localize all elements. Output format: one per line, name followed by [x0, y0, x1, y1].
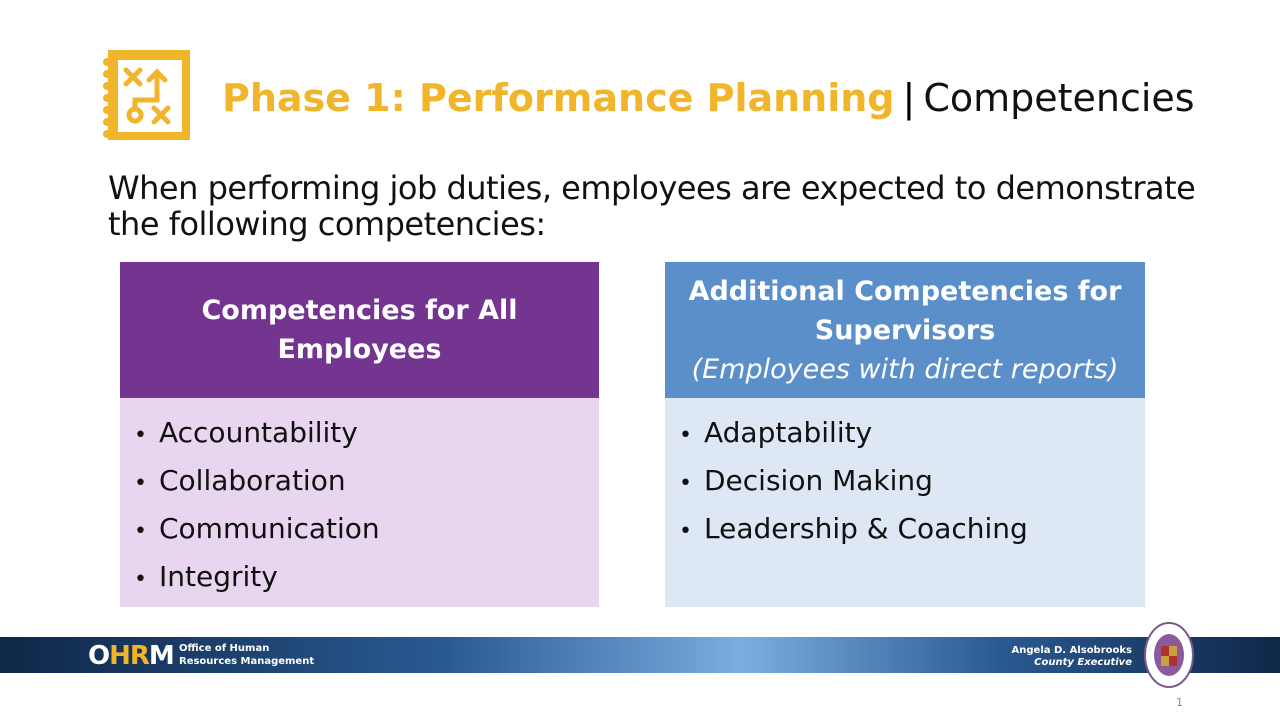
all-employees-title: Competencies for All Employees — [201, 295, 518, 365]
footer-banner — [0, 637, 1280, 673]
ohrm-logo: OHRM — [88, 641, 175, 671]
intro-text: When performing job duties, employees ar… — [108, 169, 1196, 243]
org-line2: Resources Management — [179, 656, 315, 667]
strategy-plan-icon — [103, 50, 190, 140]
list-item: Leadership & Coaching — [679, 506, 1145, 554]
county-executive: Angela D. Alsobrooks County Executive — [1012, 645, 1132, 669]
supervisors-title: Additional Competencies for Supervisors — [688, 275, 1122, 346]
org-line1: Office of Human — [179, 643, 270, 654]
supervisors-subtitle: (Employees with direct reports) — [691, 353, 1119, 385]
list-item: Accountability — [134, 410, 599, 458]
all-employees-list: Accountability Collaboration Communicati… — [120, 410, 599, 602]
title-rest: Competencies — [923, 76, 1195, 120]
supervisors-list-area: Adaptability Decision Making Leadership … — [665, 398, 1145, 607]
list-item: Adaptability — [679, 410, 1145, 458]
all-employees-box: Competencies for All Employees Accountab… — [120, 262, 599, 607]
page-number: 1 — [1176, 696, 1183, 709]
exec-title: County Executive — [1034, 657, 1132, 668]
supervisors-box: Additional Competencies for Supervisors … — [665, 262, 1145, 607]
all-employees-list-area: Accountability Collaboration Communicati… — [120, 398, 599, 607]
page-title: Phase 1: Performance Planning | Competenci… — [222, 76, 1195, 120]
list-item: Integrity — [134, 554, 599, 602]
supervisors-header: Additional Competencies for Supervisors … — [665, 262, 1145, 398]
org-name: Office of Human Resources Management — [179, 642, 314, 668]
supervisors-list: Adaptability Decision Making Leadership … — [665, 410, 1145, 554]
list-item: Decision Making — [679, 458, 1145, 506]
county-seal-icon — [1144, 622, 1194, 688]
list-item: Communication — [134, 506, 599, 554]
list-item: Collaboration — [134, 458, 599, 506]
exec-name: Angela D. Alsobrooks — [1011, 645, 1132, 656]
title-separator: | — [902, 76, 916, 120]
title-highlight: Phase 1: Performance Planning — [222, 76, 895, 120]
all-employees-header: Competencies for All Employees — [120, 262, 599, 398]
